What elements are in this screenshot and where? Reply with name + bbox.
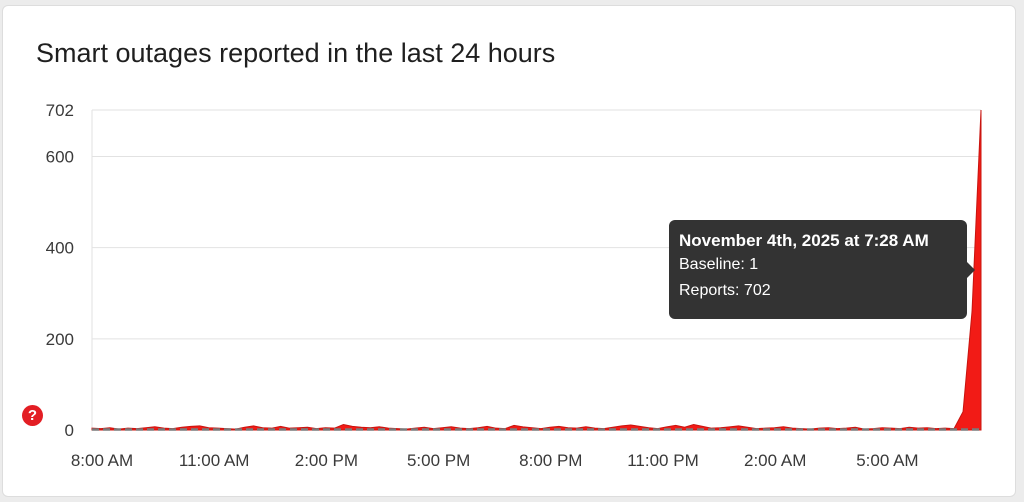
- tooltip-baseline: Baseline: 1: [679, 256, 759, 273]
- y-tick-label: 0: [65, 421, 74, 440]
- x-tick-label: 8:00 PM: [519, 451, 582, 470]
- x-tick-label: 5:00 AM: [856, 451, 918, 470]
- x-tick-label: 11:00 AM: [179, 451, 250, 470]
- y-tick-label: 702: [46, 101, 74, 120]
- x-tick-label: 5:00 PM: [407, 451, 470, 470]
- y-tick-label: 200: [46, 330, 74, 349]
- chart-title: Smart outages reported in the last 24 ho…: [36, 38, 556, 68]
- x-tick-label: 11:00 PM: [627, 451, 699, 470]
- chart-tooltip: November 4th, 2025 at 7:28 AM Baseline: …: [669, 220, 975, 319]
- x-tick-label: 8:00 AM: [71, 451, 133, 470]
- tooltip-arrow: [967, 262, 975, 278]
- tooltip-reports: Reports: 702: [679, 282, 771, 299]
- x-tick-label: 2:00 PM: [295, 451, 358, 470]
- y-tick-label: 600: [46, 147, 74, 166]
- x-axis-ticks: 8:00 AM 11:00 AM 2:00 PM 5:00 PM 8:00 PM 11:0…: [71, 451, 919, 470]
- y-axis-ticks: 0 200 400 600 702: [46, 101, 74, 440]
- help-icon[interactable]: ?: [22, 405, 43, 426]
- tooltip-title: November 4th, 2025 at 7:28 AM: [679, 231, 929, 250]
- y-tick-label: 400: [46, 239, 74, 258]
- x-tick-label: 2:00 AM: [744, 451, 806, 470]
